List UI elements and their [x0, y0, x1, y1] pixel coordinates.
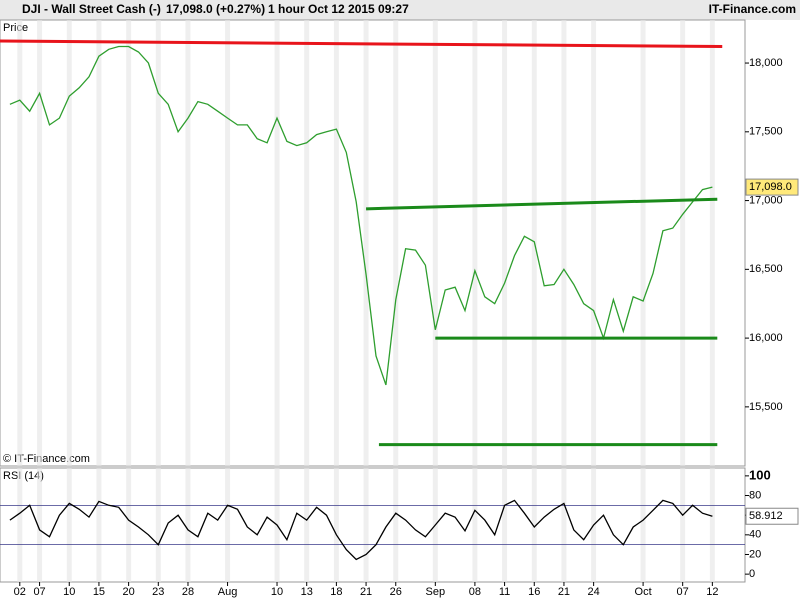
x-tick-label: 12 [706, 586, 718, 598]
x-tick-label: 02 [14, 586, 26, 598]
x-tick-label: 08 [469, 586, 481, 598]
x-tick-label: Aug [218, 586, 238, 598]
x-tick-label: 10 [63, 586, 75, 598]
last-price-box [745, 178, 799, 196]
x-tick-label: 18 [330, 586, 342, 598]
rsi-label: RSI (14) [3, 470, 44, 482]
price-label: Price [3, 22, 28, 34]
datetime: Oct 12 2015 09:27 [308, 2, 409, 16]
x-tick-label: 28 [182, 586, 194, 598]
y-tick-label: 16,500 [749, 263, 783, 275]
price-panel [0, 19, 746, 467]
series-line [9, 499, 713, 561]
trend-line [0, 39, 723, 49]
interval: 1 hour [268, 2, 305, 16]
copyright: © IT-Finance.com [3, 453, 90, 465]
x-tick-label: 07 [677, 586, 689, 598]
trend-line [366, 197, 718, 211]
y-tick-label: 40 [749, 529, 761, 541]
quote: 17,098.0 (+0.27%) [166, 2, 265, 16]
series-line [9, 45, 713, 386]
x-tick-label: 16 [528, 586, 540, 598]
x-tick-label: 23 [152, 586, 164, 598]
brand: IT-Finance.com [709, 2, 796, 16]
x-tick-label: 07 [33, 586, 45, 598]
title: DJI - Wall Street Cash (-) [22, 2, 161, 16]
rsi-panel [0, 467, 746, 583]
y-tick-label: 100 [749, 467, 771, 482]
y-tick-label: 16,000 [749, 332, 783, 344]
x-tick-label: 21 [360, 586, 372, 598]
last-price-label: 17,098.0 [749, 181, 792, 193]
y-tick-label: 0 [749, 568, 755, 580]
x-tick-label: Oct [635, 586, 652, 598]
x-tick-label: 21 [558, 586, 570, 598]
y-tick-label: 15,500 [749, 401, 783, 413]
x-tick-label: 13 [301, 586, 313, 598]
y-tick-label: 80 [749, 489, 761, 501]
y-tick-label: 17,000 [749, 194, 783, 206]
x-tick-label: 10 [271, 586, 283, 598]
x-tick-label: Sep [426, 586, 446, 598]
x-tick-label: 20 [122, 586, 134, 598]
x-tick-label: 15 [93, 586, 105, 598]
last-value-label: 58.912 [749, 510, 783, 522]
header-bar [0, 0, 800, 20]
y-tick-label: 18,000 [749, 57, 783, 69]
y-tick-label: 17,500 [749, 126, 783, 138]
x-tick-label: 11 [499, 586, 510, 598]
x-tick-label: 26 [390, 586, 402, 598]
y-tick-label: 20 [749, 548, 761, 560]
x-tick-label: 24 [588, 586, 600, 598]
last-value-box [745, 507, 799, 525]
